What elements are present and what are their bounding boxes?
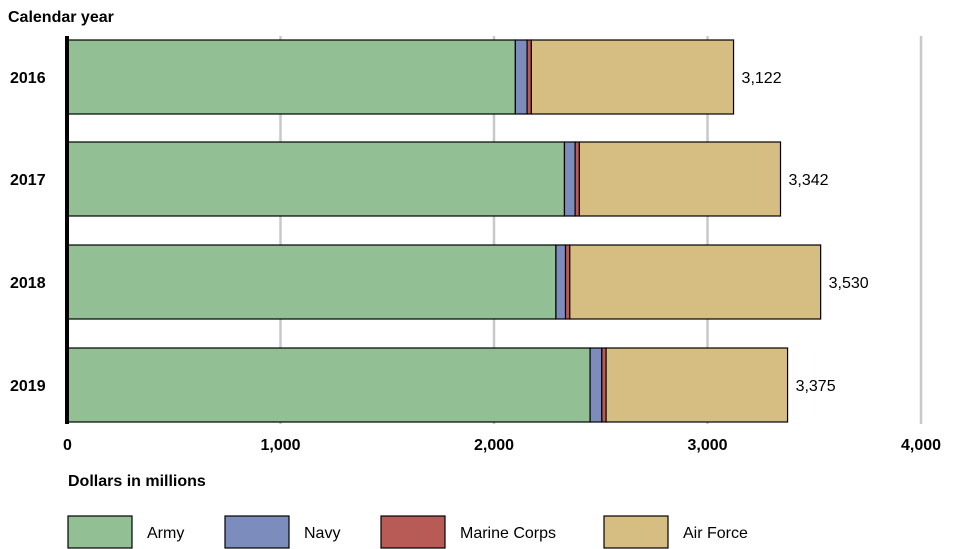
total-labels: 3,122 3,342 3,530 3,375 [742, 70, 869, 395]
bar-segment-marine-corps [526, 39, 532, 115]
category-label: 2019 [10, 378, 46, 395]
x-tick-label: 2,000 [474, 437, 514, 454]
category-label: 2016 [10, 70, 46, 87]
bar-segment-marine-corps [564, 244, 571, 320]
legend-label: Army [147, 525, 184, 542]
bar-segment-marine-corps [574, 141, 581, 217]
y-axis-title: Calendar year [8, 9, 114, 26]
bar-segment-air-force [605, 347, 789, 423]
bar-segment-navy [589, 347, 603, 423]
bar-segment-navy [514, 39, 528, 115]
legend-swatch [603, 515, 669, 549]
bar-segment-army [66, 39, 516, 115]
bar-segment-air-force [569, 244, 822, 320]
bar-segment-army [66, 141, 566, 217]
bar-segment-navy [555, 244, 567, 320]
legend-label: Air Force [683, 525, 748, 542]
total-label: 3,342 [789, 172, 829, 189]
x-tick-label: 4,000 [901, 437, 941, 454]
legend-swatch [380, 515, 446, 549]
legend-label: Navy [304, 525, 340, 542]
legend-swatch [67, 515, 133, 549]
category-labels: 2016 2017 2018 2019 [10, 70, 46, 395]
legend: Army Navy Marine Corps Air Force [67, 515, 748, 549]
category-label: 2018 [10, 275, 46, 292]
bar-segment-army [66, 244, 557, 320]
x-tick-label: 0 [63, 437, 72, 454]
bar-segment-air-force [530, 39, 735, 115]
bars [66, 39, 822, 423]
legend-label: Marine Corps [460, 525, 556, 542]
x-tick-label: 3,000 [687, 437, 727, 454]
bar-segment-air-force [578, 141, 782, 217]
bar-segment-marine-corps [601, 347, 607, 423]
bar-segment-army [66, 347, 591, 423]
x-axis-title: Dollars in millions [68, 473, 206, 490]
x-tick-label: 1,000 [260, 437, 300, 454]
total-label: 3,375 [796, 378, 836, 395]
legend-swatch [224, 515, 290, 549]
total-label: 3,530 [829, 275, 869, 292]
category-label: 2017 [10, 172, 46, 189]
x-tick-labels: 0 1,000 2,000 3,000 4,000 [63, 437, 941, 454]
total-label: 3,122 [742, 70, 782, 87]
bar-segment-navy [563, 141, 576, 217]
